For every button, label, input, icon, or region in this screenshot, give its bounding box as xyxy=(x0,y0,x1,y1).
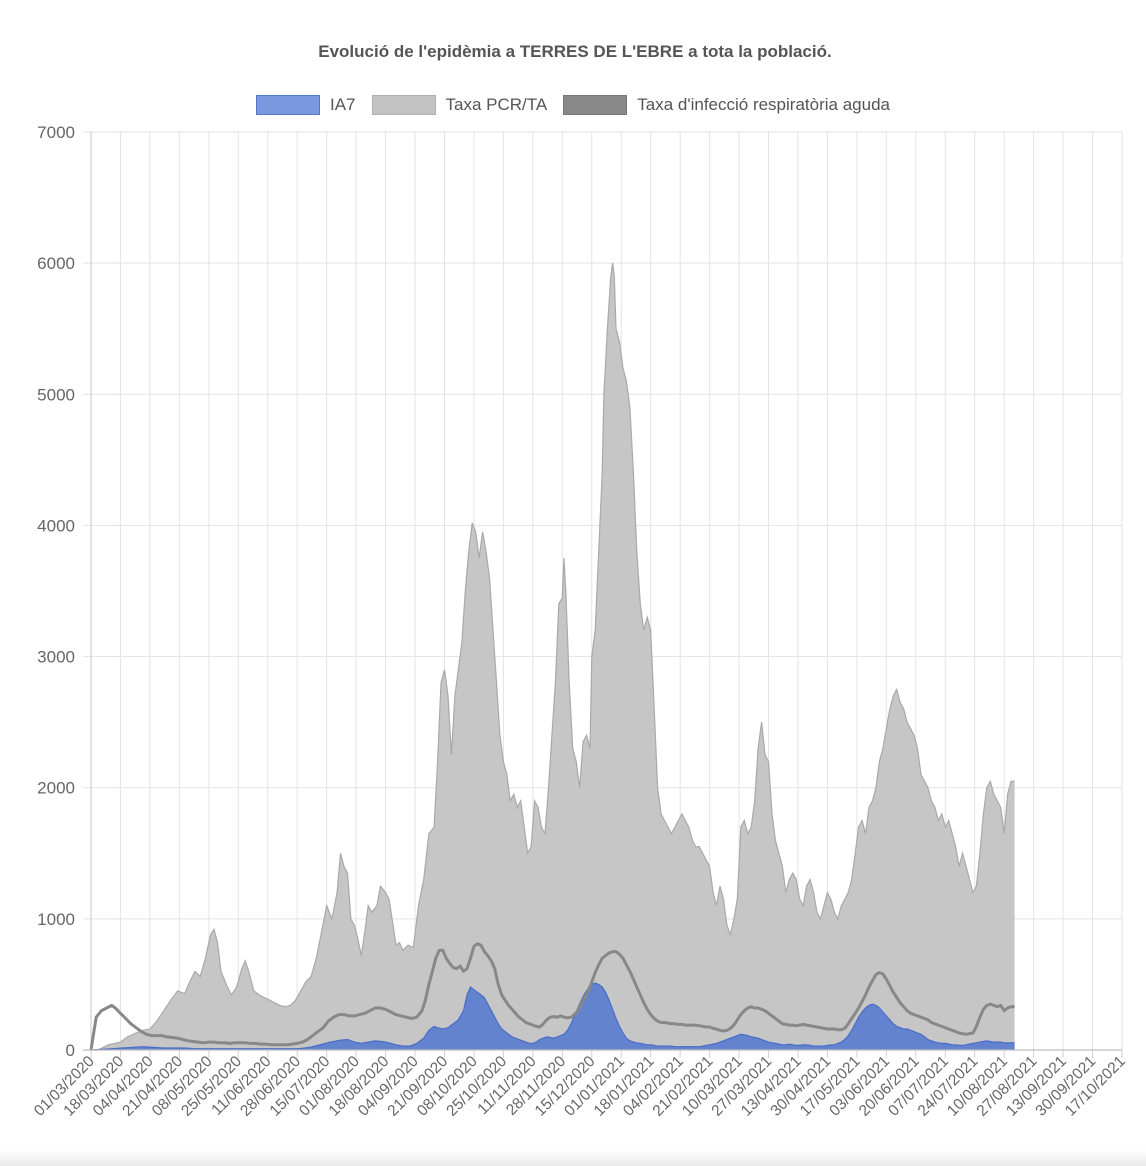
chart-title: Evolució de l'epidèmia a TERRES DE L'EBR… xyxy=(318,42,832,61)
legend-swatch-ia7 xyxy=(256,95,320,115)
series-line-ia7 xyxy=(90,982,1015,1051)
legend-swatch-pcr xyxy=(371,95,436,115)
y-tick-label: 3000 xyxy=(37,648,75,667)
legend-item-ira[interactable]: Taxa d'infecció respiratòria aguda xyxy=(563,95,890,115)
y-tick-label: 5000 xyxy=(37,385,75,404)
legend-item-ia7[interactable]: IA7 xyxy=(256,95,356,115)
x-axis: 01/03/202018/03/202004/04/202021/04/2020… xyxy=(31,1050,1129,1120)
y-tick-label: 1000 xyxy=(37,910,75,929)
legend: IA7 Taxa PCR/TA Taxa d'infecció respirat… xyxy=(0,95,1146,115)
legend-label-ira: Taxa d'infecció respiratòria aguda xyxy=(637,95,890,114)
y-axis: 0 1000 2000 3000 4000 5000 6000 7000 xyxy=(37,123,75,1060)
y-tick-label: 0 xyxy=(66,1041,75,1060)
series-line-taxa-pcr-ta xyxy=(91,263,1015,1051)
y-tick-label: 7000 xyxy=(37,123,75,142)
y-tick-label: 4000 xyxy=(37,516,75,535)
legend-item-pcr[interactable]: Taxa PCR/TA xyxy=(371,95,548,115)
series-area-taxa-pcr-ta xyxy=(91,263,1015,1051)
legend-swatch-ira xyxy=(563,95,628,115)
legend-label-ia7: IA7 xyxy=(330,95,356,114)
y-tick-label: 2000 xyxy=(37,779,75,798)
grid xyxy=(83,131,1123,1051)
series-area-ia7 xyxy=(91,983,1015,1050)
legend-label-pcr: Taxa PCR/TA xyxy=(445,95,548,114)
series-line-taxa-ira xyxy=(89,942,1015,1051)
page-bottom-shade xyxy=(0,1150,1146,1166)
y-tick-label: 6000 xyxy=(37,254,75,273)
